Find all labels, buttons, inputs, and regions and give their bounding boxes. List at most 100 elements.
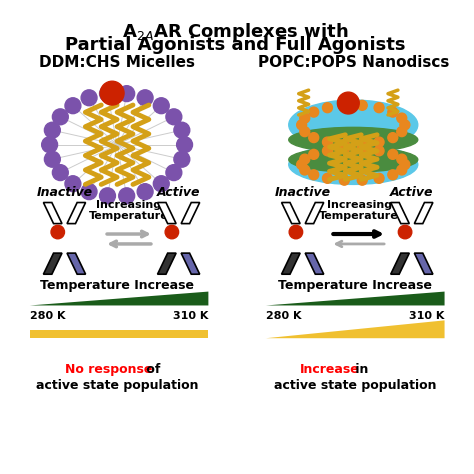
Circle shape — [309, 149, 319, 159]
Text: in: in — [351, 363, 369, 376]
Polygon shape — [181, 253, 200, 274]
Circle shape — [397, 165, 407, 175]
Circle shape — [357, 100, 367, 110]
Polygon shape — [305, 253, 324, 274]
Ellipse shape — [289, 145, 418, 184]
Polygon shape — [181, 202, 200, 224]
Circle shape — [337, 92, 359, 114]
Text: of: of — [142, 363, 160, 376]
Circle shape — [357, 144, 367, 154]
Circle shape — [65, 98, 81, 114]
Text: 280 K: 280 K — [266, 311, 301, 321]
Text: Increasing
Temperature: Increasing Temperature — [319, 200, 399, 221]
Text: Active: Active — [390, 186, 434, 199]
Circle shape — [300, 127, 310, 137]
Circle shape — [81, 90, 97, 106]
Polygon shape — [157, 253, 176, 274]
Text: 280 K: 280 K — [30, 311, 65, 321]
Text: 310 K: 310 K — [409, 311, 445, 321]
Circle shape — [53, 164, 68, 181]
Text: Partial Agonists and Full Agonists: Partial Agonists and Full Agonists — [65, 36, 405, 54]
Text: POPC:POPS Nanodiscs: POPC:POPS Nanodiscs — [257, 55, 449, 71]
Polygon shape — [157, 202, 176, 224]
Circle shape — [398, 225, 412, 239]
Polygon shape — [67, 253, 86, 274]
Circle shape — [388, 149, 398, 159]
Circle shape — [374, 103, 384, 113]
Circle shape — [154, 98, 169, 114]
Circle shape — [388, 133, 398, 143]
Text: DDM:CHS Micelles: DDM:CHS Micelles — [39, 55, 195, 71]
Circle shape — [374, 173, 384, 183]
Circle shape — [100, 81, 124, 105]
Text: Active: Active — [157, 186, 201, 199]
Polygon shape — [266, 320, 445, 338]
Polygon shape — [391, 253, 409, 274]
Ellipse shape — [289, 100, 418, 150]
Circle shape — [400, 160, 410, 170]
Polygon shape — [67, 202, 86, 224]
Circle shape — [45, 122, 60, 138]
Circle shape — [119, 86, 135, 101]
Circle shape — [81, 184, 97, 200]
Polygon shape — [305, 202, 324, 224]
Circle shape — [374, 137, 384, 147]
Circle shape — [357, 175, 367, 185]
Polygon shape — [282, 202, 300, 224]
Polygon shape — [44, 202, 62, 224]
Polygon shape — [414, 253, 433, 274]
Circle shape — [388, 107, 398, 117]
Circle shape — [374, 146, 384, 156]
Text: Inactive: Inactive — [36, 186, 92, 199]
Circle shape — [322, 146, 332, 156]
Circle shape — [100, 188, 116, 204]
Text: Increase: Increase — [300, 363, 359, 376]
Circle shape — [309, 107, 319, 117]
Circle shape — [300, 154, 310, 164]
Circle shape — [339, 175, 349, 185]
Text: Increasing
Temperature: Increasing Temperature — [89, 200, 169, 221]
Circle shape — [137, 184, 153, 200]
Text: No response: No response — [64, 363, 152, 376]
Circle shape — [309, 170, 319, 180]
Circle shape — [357, 139, 367, 149]
Circle shape — [177, 137, 192, 153]
Circle shape — [65, 176, 81, 191]
Text: active state population: active state population — [274, 379, 437, 392]
Circle shape — [297, 120, 307, 130]
Circle shape — [322, 137, 332, 147]
Text: Temperature Increase: Temperature Increase — [40, 279, 194, 292]
Circle shape — [289, 225, 303, 239]
Text: 310 K: 310 K — [173, 311, 209, 321]
Circle shape — [339, 144, 349, 154]
Circle shape — [45, 151, 60, 167]
Text: active state population: active state population — [36, 379, 198, 392]
Circle shape — [154, 176, 169, 191]
Bar — [30, 330, 209, 338]
Circle shape — [339, 100, 349, 110]
Circle shape — [100, 86, 116, 101]
Circle shape — [400, 120, 410, 130]
Circle shape — [300, 113, 310, 123]
Circle shape — [53, 109, 68, 125]
Text: A$_{2A}$AR Complexes with: A$_{2A}$AR Complexes with — [122, 21, 348, 43]
Circle shape — [42, 137, 57, 153]
Polygon shape — [414, 202, 433, 224]
Circle shape — [166, 109, 182, 125]
Text: Inactive: Inactive — [274, 186, 331, 199]
Circle shape — [397, 113, 407, 123]
Circle shape — [137, 90, 153, 106]
Circle shape — [166, 164, 182, 181]
Circle shape — [397, 127, 407, 137]
Circle shape — [297, 160, 307, 170]
Polygon shape — [44, 253, 62, 274]
Circle shape — [174, 122, 190, 138]
Ellipse shape — [289, 147, 418, 172]
Text: Temperature Increase: Temperature Increase — [278, 279, 432, 292]
Circle shape — [309, 133, 319, 143]
Circle shape — [51, 225, 64, 239]
Polygon shape — [266, 292, 445, 305]
Circle shape — [397, 154, 407, 164]
Circle shape — [174, 151, 190, 167]
Circle shape — [300, 165, 310, 175]
